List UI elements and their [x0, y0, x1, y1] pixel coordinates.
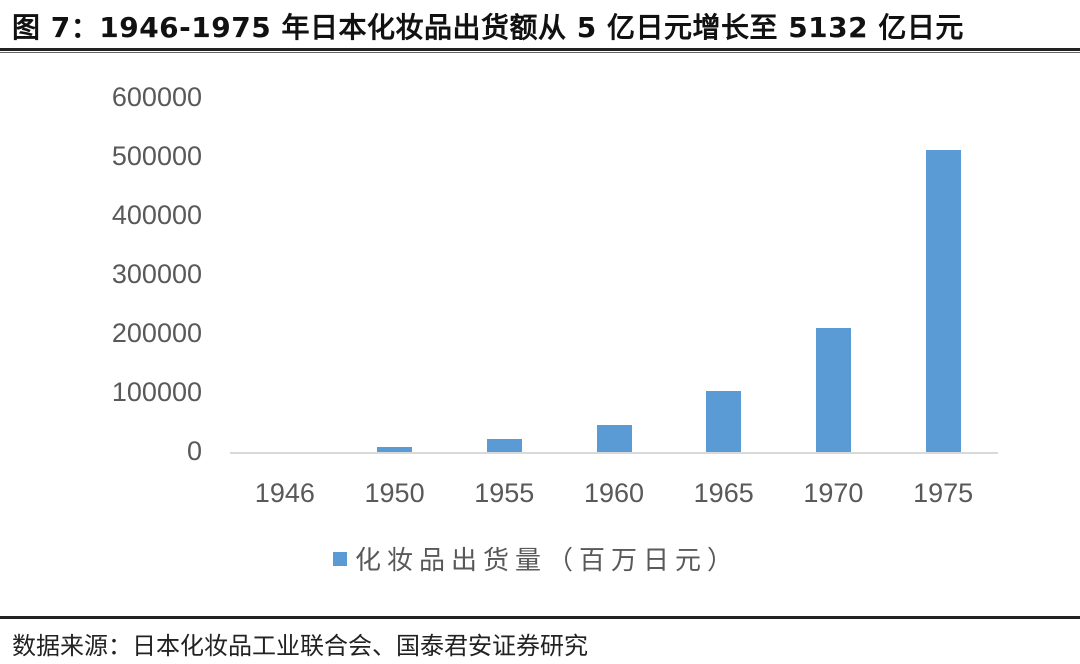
- x-tick-label: 1960: [583, 478, 645, 508]
- x-tick-label: 1946: [254, 478, 315, 508]
- bar-1960: [596, 424, 632, 453]
- x-tick-label: 1965: [693, 478, 754, 508]
- y-tick-label: 500000: [111, 141, 202, 171]
- bar-1970: [815, 327, 851, 453]
- top-divider: [0, 48, 1080, 51]
- chart-title: 图 7：1946-1975 年日本化妆品出货额从 5 亿日元增长至 5132 亿…: [12, 11, 964, 44]
- y-tick-label: 200000: [111, 318, 202, 348]
- y-tick-label: 300000: [111, 259, 202, 289]
- bar-1965: [706, 391, 742, 453]
- y-tick-label: 0: [186, 436, 202, 466]
- legend: 化妆品出货量（百万日元）: [333, 540, 739, 577]
- y-tick-label: 600000: [111, 82, 202, 112]
- source-note: 数据来源：日本化妆品工业联合会、国泰君安证券研究: [12, 632, 588, 660]
- legend-label: 化妆品出货量（百万日元）: [355, 546, 740, 576]
- y-tick-label: 400000: [111, 200, 202, 230]
- y-tick-label: 100000: [111, 377, 202, 407]
- x-tick-label: 1970: [803, 478, 864, 508]
- bar-1955: [486, 439, 522, 453]
- bar-1950: [377, 447, 413, 453]
- bar-1975: [925, 150, 961, 453]
- x-tick-label: 1975: [913, 478, 974, 508]
- legend-swatch-icon: [333, 551, 347, 566]
- bottom-divider: [0, 616, 1080, 619]
- x-axis-line: [230, 452, 998, 454]
- x-tick-label: 1950: [364, 478, 425, 508]
- top-divider-thin: [0, 52, 1080, 53]
- x-tick-label: 1955: [474, 478, 535, 508]
